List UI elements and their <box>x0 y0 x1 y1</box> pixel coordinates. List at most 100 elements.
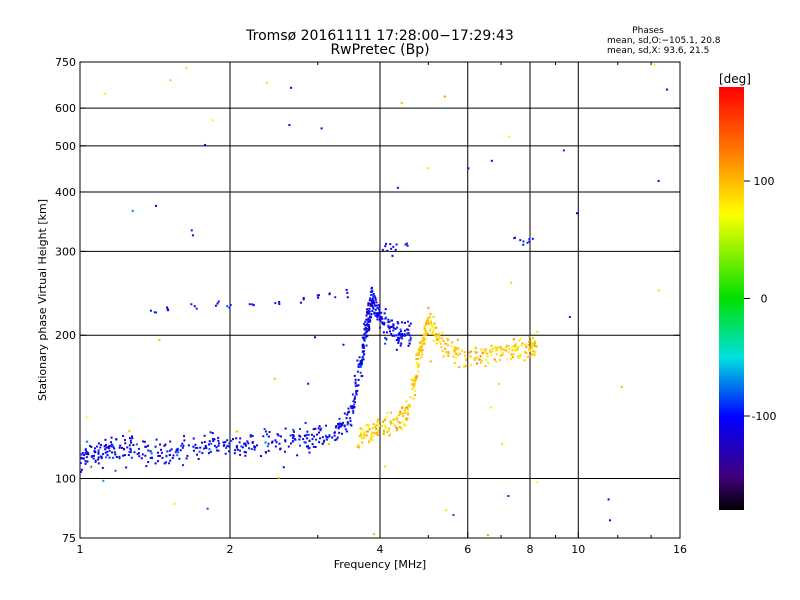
data-point <box>463 351 466 354</box>
data-point <box>340 422 343 425</box>
data-point <box>409 322 412 325</box>
data-point <box>408 403 411 406</box>
data-point <box>443 347 446 350</box>
data-point <box>217 444 220 447</box>
data-point <box>420 341 423 344</box>
data-point <box>534 350 537 353</box>
data-point <box>347 407 350 410</box>
data-point <box>374 297 377 300</box>
data-point <box>654 63 657 66</box>
data-point <box>368 428 371 431</box>
data-point <box>398 331 401 334</box>
data-point <box>157 454 160 457</box>
data-point <box>440 342 443 345</box>
data-point <box>308 440 311 443</box>
data-point <box>490 159 493 162</box>
data-point <box>366 324 369 327</box>
data-point <box>453 350 456 353</box>
x-tick-label: 16 <box>673 543 687 556</box>
data-point <box>369 290 372 293</box>
data-point <box>289 442 292 445</box>
data-point <box>213 438 216 441</box>
data-point <box>366 330 369 333</box>
data-point <box>369 437 372 440</box>
data-point <box>520 344 523 347</box>
data-point <box>315 438 318 441</box>
data-point <box>375 301 378 304</box>
data-point <box>384 317 387 320</box>
data-point <box>128 437 131 440</box>
data-point <box>412 377 415 380</box>
data-point <box>511 345 514 348</box>
data-point <box>365 331 368 334</box>
data-point <box>377 431 380 434</box>
data-point <box>383 424 386 427</box>
data-point <box>395 339 398 342</box>
colorbar <box>719 87 744 510</box>
data-point <box>94 459 97 462</box>
data-point <box>401 321 404 324</box>
data-point <box>368 440 371 443</box>
data-point <box>168 449 171 452</box>
data-point <box>366 323 369 326</box>
data-point <box>457 354 460 357</box>
data-point <box>250 448 253 451</box>
data-point <box>486 534 489 537</box>
data-point <box>438 337 441 340</box>
data-point <box>480 359 483 362</box>
data-point <box>372 294 375 297</box>
data-point <box>194 446 197 449</box>
data-point <box>508 347 511 350</box>
data-point <box>416 363 419 366</box>
data-point <box>406 332 409 335</box>
data-point <box>253 448 256 451</box>
data-point <box>211 119 214 122</box>
data-point <box>359 371 362 374</box>
data-point <box>501 353 504 356</box>
data-point <box>217 439 220 442</box>
data-point <box>353 406 356 409</box>
x-tick-label: 1 <box>77 543 84 556</box>
data-point <box>239 453 242 456</box>
data-point <box>398 426 401 429</box>
data-point <box>352 400 355 403</box>
data-point <box>328 434 331 437</box>
data-point <box>403 411 406 414</box>
data-point <box>126 446 129 449</box>
data-point <box>397 420 400 423</box>
data-point <box>504 346 507 349</box>
data-point <box>375 432 378 435</box>
data-point <box>501 347 504 350</box>
data-point <box>464 359 467 362</box>
data-point <box>384 427 387 430</box>
data-point <box>208 440 211 443</box>
data-point <box>113 451 116 454</box>
data-point <box>274 439 277 442</box>
data-point <box>528 340 531 343</box>
data-point <box>104 445 107 448</box>
data-point <box>302 438 305 441</box>
data-point <box>244 444 247 447</box>
colorbar-tick-label: 0 <box>761 293 768 306</box>
data-point <box>501 442 504 445</box>
data-point <box>434 333 437 336</box>
data-point <box>517 339 520 342</box>
data-point <box>484 358 487 361</box>
data-point <box>400 427 403 430</box>
data-point <box>334 426 337 429</box>
data-point <box>407 405 410 408</box>
data-point <box>367 302 370 305</box>
data-point <box>235 445 238 448</box>
data-point <box>479 361 482 364</box>
data-point <box>118 446 121 449</box>
data-point <box>403 329 406 332</box>
data-point <box>415 354 418 357</box>
data-point <box>302 296 305 299</box>
data-point <box>243 450 246 453</box>
data-point <box>400 421 403 424</box>
data-point <box>192 449 195 452</box>
data-point <box>428 316 431 319</box>
data-point <box>480 348 483 351</box>
data-point <box>427 316 430 319</box>
data-point <box>247 442 250 445</box>
